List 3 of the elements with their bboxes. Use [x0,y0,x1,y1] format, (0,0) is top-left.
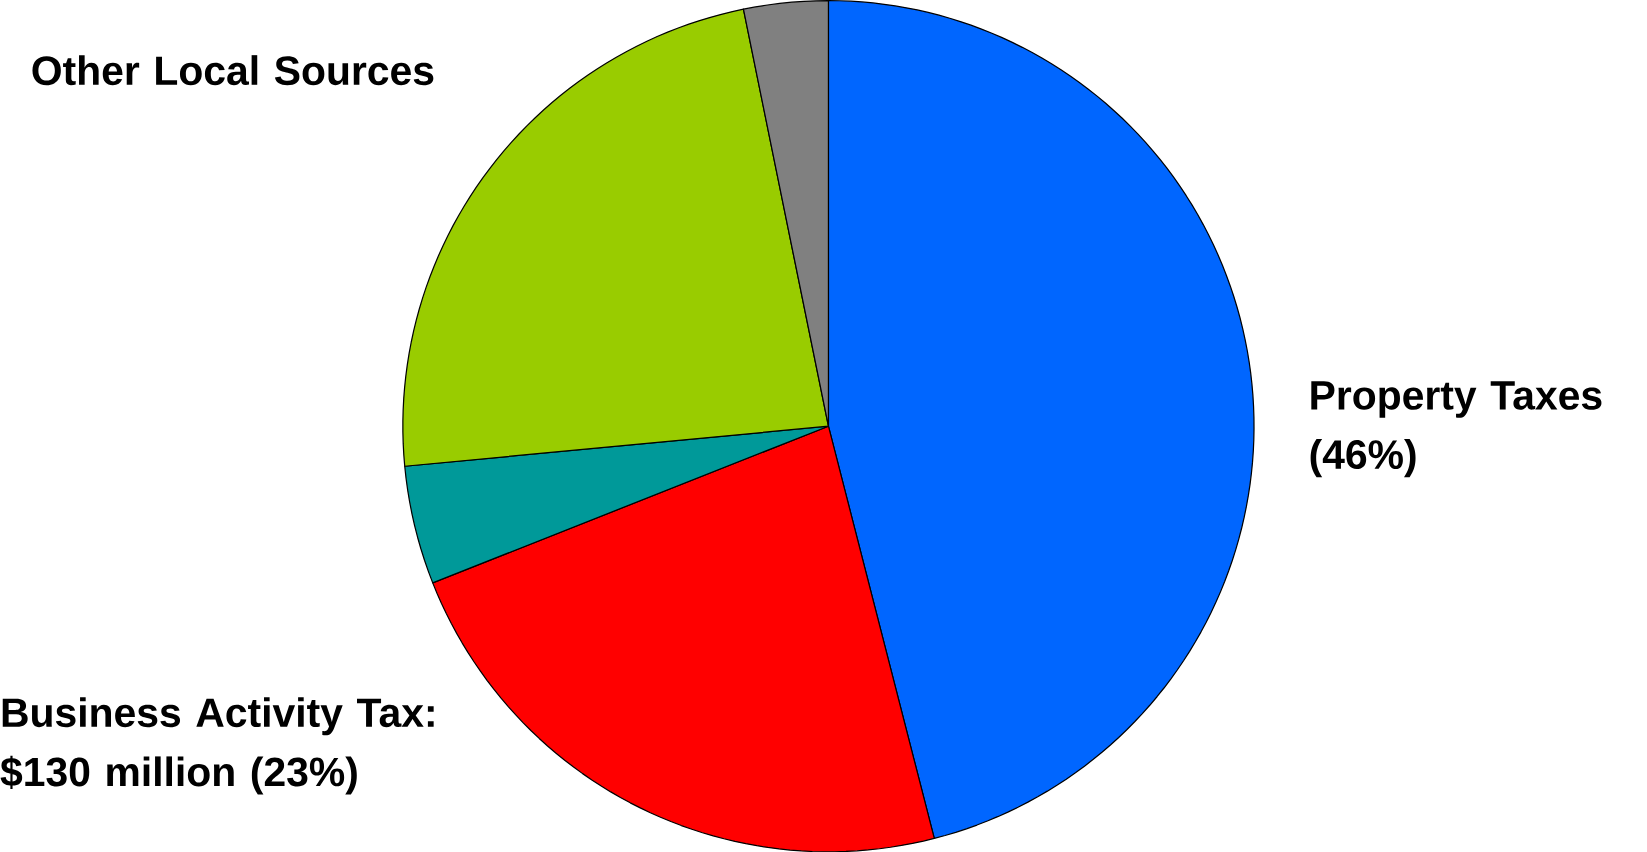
slice-label: Other Local Sources [32,54,434,85]
slice-label: Business Activity Tax: $130 million (23%) [0,696,434,795]
slice-label: Property Taxes (46%) [1310,381,1602,477]
